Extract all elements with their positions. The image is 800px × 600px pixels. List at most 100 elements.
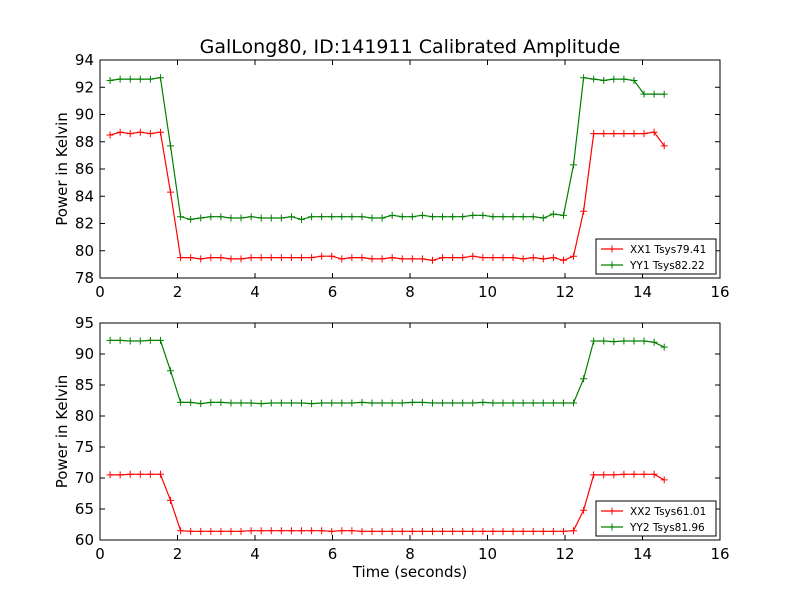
- x-tick-label: 2: [173, 545, 183, 563]
- data-point-marker: [449, 213, 457, 221]
- data-point-marker: [469, 399, 477, 407]
- data-point-marker: [257, 400, 265, 408]
- data-point-marker: [660, 476, 668, 484]
- data-point-marker: [509, 213, 517, 221]
- y-tick-label: 84: [75, 187, 94, 205]
- data-point-marker: [428, 399, 436, 407]
- y-tick-label: 70: [75, 469, 94, 487]
- data-point-marker: [247, 527, 255, 535]
- data-point-marker: [449, 399, 457, 407]
- data-point-marker: [398, 213, 406, 221]
- data-point-marker: [277, 254, 285, 262]
- data-point-marker: [559, 211, 567, 219]
- data-point-marker: [570, 161, 578, 169]
- data-point-marker: [580, 74, 588, 82]
- data-point-marker: [328, 213, 336, 221]
- x-tick-label: 14: [633, 283, 652, 301]
- data-point-marker: [368, 255, 376, 263]
- data-point-marker: [479, 211, 487, 219]
- data-point-marker: [539, 399, 547, 407]
- data-point-marker: [620, 337, 628, 345]
- data-point-marker: [499, 399, 507, 407]
- data-point-marker: [348, 399, 356, 407]
- y-tick-label: 90: [75, 106, 94, 124]
- data-point-marker: [217, 213, 225, 221]
- data-point-marker: [509, 527, 517, 535]
- data-point-marker: [106, 131, 114, 139]
- data-point-marker: [449, 527, 457, 535]
- data-point-marker: [287, 254, 295, 262]
- data-point-marker: [106, 336, 114, 344]
- data-point-marker: [187, 398, 195, 406]
- data-point-marker: [439, 399, 447, 407]
- data-point-marker: [126, 130, 134, 138]
- data-point-marker: [499, 527, 507, 535]
- data-point-marker: [519, 527, 527, 535]
- data-point-marker: [580, 207, 588, 215]
- data-point-marker: [368, 214, 376, 222]
- data-point-marker: [559, 527, 567, 535]
- data-point-marker: [469, 252, 477, 260]
- y-axis-label: Power in Kelvin: [53, 375, 71, 489]
- data-point-marker: [660, 90, 668, 98]
- data-point-marker: [267, 399, 275, 407]
- data-point-marker: [267, 214, 275, 222]
- data-point-marker: [378, 399, 386, 407]
- data-point-marker: [499, 213, 507, 221]
- data-point-marker: [600, 471, 608, 479]
- data-point-marker: [177, 398, 185, 406]
- data-point-marker: [539, 255, 547, 263]
- data-point-marker: [650, 470, 658, 478]
- data-point-marker: [298, 527, 305, 535]
- data-point-marker: [398, 399, 406, 407]
- data-point-marker: [459, 527, 467, 535]
- data-point-marker: [650, 338, 658, 346]
- x-tick-label: 12: [555, 283, 574, 301]
- data-point-marker: [207, 254, 215, 262]
- data-point-marker: [449, 254, 457, 262]
- data-point-marker: [358, 213, 366, 221]
- data-point-marker: [237, 527, 245, 535]
- y-tick-label: 80: [75, 407, 94, 425]
- data-point-marker: [489, 213, 497, 221]
- data-point-marker: [610, 75, 618, 83]
- data-point-marker: [388, 254, 396, 262]
- data-point-marker: [167, 142, 175, 150]
- data-point-marker: [630, 470, 638, 478]
- x-tick-label: 4: [250, 545, 260, 563]
- data-point-marker: [348, 527, 356, 535]
- data-point-marker: [630, 76, 638, 84]
- data-point-marker: [156, 74, 164, 82]
- axes-frame: [99, 59, 721, 279]
- data-point-marker: [338, 255, 346, 263]
- data-point-marker: [227, 255, 235, 263]
- data-point-marker: [459, 254, 467, 262]
- data-point-marker: [287, 527, 295, 535]
- data-point-marker: [529, 527, 537, 535]
- y-axis-label: Power in Kelvin: [53, 112, 71, 226]
- data-point-marker: [207, 213, 215, 221]
- legend-marker: [608, 261, 616, 269]
- data-point-marker: [559, 399, 567, 407]
- data-point-marker: [620, 470, 628, 478]
- data-point-marker: [146, 336, 154, 344]
- x-tick-label: 16: [710, 545, 729, 563]
- data-point-marker: [378, 527, 386, 535]
- data-point-marker: [267, 254, 275, 262]
- data-point-marker: [630, 337, 638, 345]
- data-point-marker: [469, 527, 477, 535]
- data-point-marker: [318, 399, 326, 407]
- y-tick-label: 88: [75, 133, 94, 151]
- data-point-marker: [146, 130, 154, 138]
- data-point-marker: [217, 527, 225, 535]
- y-tick-label: 94: [75, 51, 94, 69]
- data-point-marker: [217, 398, 225, 406]
- legend-label: YY1 Tsys82.22: [629, 260, 705, 272]
- data-point-marker: [590, 471, 598, 479]
- data-point-marker: [489, 527, 497, 535]
- data-point-marker: [590, 75, 598, 83]
- data-point-marker: [549, 527, 557, 535]
- data-point-marker: [277, 527, 285, 535]
- data-point-marker: [600, 130, 608, 138]
- data-point-marker: [509, 254, 517, 262]
